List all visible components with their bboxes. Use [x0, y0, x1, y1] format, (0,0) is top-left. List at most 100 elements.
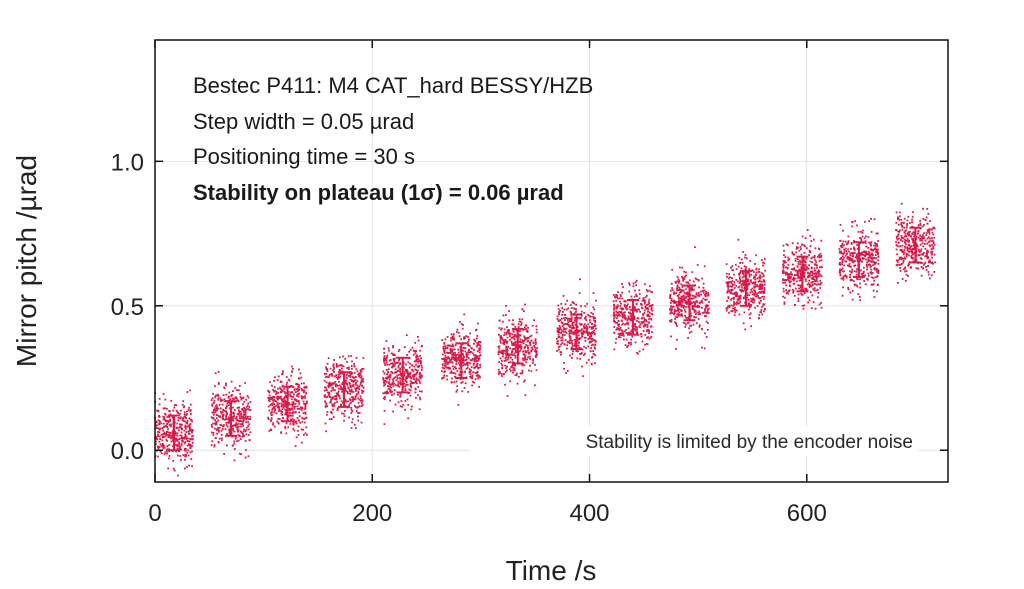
data-point	[810, 257, 813, 260]
data-point	[616, 315, 619, 318]
data-point	[441, 366, 444, 369]
data-point	[392, 354, 395, 356]
data-point	[753, 294, 756, 297]
data-point	[677, 301, 679, 303]
data-point	[743, 275, 745, 278]
data-point	[518, 320, 521, 323]
data-point	[498, 347, 501, 350]
data-point	[856, 244, 859, 246]
data-point	[742, 322, 745, 325]
data-point	[592, 316, 595, 318]
data-point	[907, 249, 909, 252]
data-point	[498, 333, 500, 336]
data-point	[304, 411, 307, 414]
data-point	[850, 257, 853, 260]
data-point	[647, 314, 650, 317]
data-point	[736, 280, 739, 283]
data-point	[404, 388, 407, 390]
data-point	[677, 309, 680, 312]
data-point	[391, 381, 394, 384]
data-point	[592, 325, 595, 328]
data-point	[899, 270, 902, 272]
data-point	[349, 398, 351, 401]
data-point	[852, 261, 854, 264]
data-point	[573, 312, 576, 315]
data-point	[156, 455, 159, 458]
data-point	[333, 382, 336, 385]
data-point	[627, 315, 630, 318]
data-point	[535, 325, 538, 328]
data-point	[615, 310, 618, 313]
data-point	[678, 302, 681, 304]
data-point	[695, 316, 697, 319]
data-point	[443, 359, 446, 362]
data-point	[274, 400, 277, 402]
data-point	[906, 233, 909, 236]
data-point	[159, 427, 162, 430]
data-point	[574, 317, 576, 319]
data-point	[861, 232, 864, 234]
data-point	[851, 298, 854, 301]
data-point	[399, 363, 401, 366]
data-point	[449, 339, 452, 342]
data-point	[284, 427, 287, 430]
data-point	[444, 345, 447, 348]
data-point	[869, 254, 872, 256]
data-point	[297, 388, 300, 391]
data-point	[418, 371, 421, 374]
data-point	[591, 340, 594, 342]
data-point	[238, 452, 241, 455]
data-point	[473, 357, 476, 359]
data-point	[876, 290, 878, 293]
data-point	[293, 429, 296, 432]
data-point	[442, 345, 445, 348]
data-point	[804, 287, 806, 290]
data-point	[792, 279, 795, 282]
data-point	[578, 322, 581, 325]
data-point	[801, 235, 804, 238]
data-point	[877, 272, 880, 274]
data-point	[726, 300, 728, 302]
data-point	[463, 313, 466, 316]
data-point	[188, 425, 191, 428]
data-point	[681, 284, 684, 287]
data-point	[408, 357, 411, 359]
data-point	[413, 378, 416, 381]
data-point	[808, 264, 811, 267]
data-point	[678, 286, 681, 289]
data-point	[216, 428, 218, 431]
data-point	[898, 229, 901, 232]
data-point	[802, 257, 805, 260]
data-point	[448, 361, 451, 364]
data-point	[241, 397, 244, 399]
data-point	[477, 366, 480, 369]
data-point	[800, 267, 803, 270]
data-point	[762, 275, 765, 277]
data-point	[179, 448, 182, 451]
data-point	[176, 447, 179, 450]
data-point	[240, 417, 243, 419]
data-point	[532, 358, 534, 361]
data-point	[163, 435, 166, 438]
data-point	[397, 359, 400, 362]
data-point	[505, 356, 508, 359]
data-point	[869, 264, 871, 266]
data-point	[509, 335, 511, 338]
data-point	[820, 306, 823, 309]
data-point	[243, 419, 245, 422]
data-point	[382, 392, 385, 395]
data-point	[280, 402, 283, 405]
data-point	[244, 411, 247, 414]
data-point	[809, 234, 812, 237]
data-point	[912, 231, 915, 234]
data-point	[727, 297, 730, 300]
data-point	[917, 248, 920, 251]
data-point	[900, 222, 903, 224]
data-point	[730, 289, 732, 292]
data-point	[508, 339, 511, 341]
data-point	[300, 441, 303, 444]
data-point	[814, 263, 817, 266]
data-point	[335, 365, 338, 368]
data-point	[477, 375, 480, 377]
data-point	[758, 314, 761, 316]
